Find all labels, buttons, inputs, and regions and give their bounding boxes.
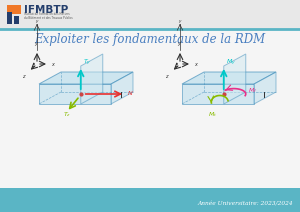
Polygon shape xyxy=(111,72,133,104)
Bar xyxy=(0,0,300,29)
Text: Exploiter les fondamentaux de la RDM: Exploiter les fondamentaux de la RDM xyxy=(34,32,266,46)
Text: $T_z$: $T_z$ xyxy=(63,110,71,119)
Bar xyxy=(7,12,12,24)
Text: $x$: $x$ xyxy=(51,60,56,67)
Bar xyxy=(14,16,19,24)
Text: Année Universitaire: 2023/2024: Année Universitaire: 2023/2024 xyxy=(197,201,293,206)
Polygon shape xyxy=(39,72,133,84)
Polygon shape xyxy=(224,54,246,104)
Polygon shape xyxy=(182,72,276,84)
Text: $N$: $N$ xyxy=(127,89,134,97)
Text: $M_y$: $M_y$ xyxy=(226,58,236,68)
Bar xyxy=(0,188,300,212)
Polygon shape xyxy=(182,84,254,104)
Bar xyxy=(7,5,21,14)
Text: Institut de Formation des Métiers
du Bâtiment et des Travaux Publics: Institut de Formation des Métiers du Bât… xyxy=(24,12,73,20)
Text: $y$: $y$ xyxy=(34,39,40,47)
Polygon shape xyxy=(254,72,276,104)
Text: $y$: $y$ xyxy=(35,18,39,25)
Text: IFMBTP: IFMBTP xyxy=(24,5,68,15)
Text: $x$: $x$ xyxy=(194,60,199,67)
Text: $y$: $y$ xyxy=(178,18,182,25)
Text: $T_y$: $T_y$ xyxy=(83,58,91,68)
Text: $M_f$: $M_f$ xyxy=(248,86,257,95)
Text: $y$: $y$ xyxy=(178,39,182,47)
Polygon shape xyxy=(81,54,103,104)
Polygon shape xyxy=(39,84,111,104)
Text: $z$: $z$ xyxy=(22,73,27,80)
Text: $z$: $z$ xyxy=(165,73,169,80)
Text: $M_t$: $M_t$ xyxy=(208,110,217,119)
